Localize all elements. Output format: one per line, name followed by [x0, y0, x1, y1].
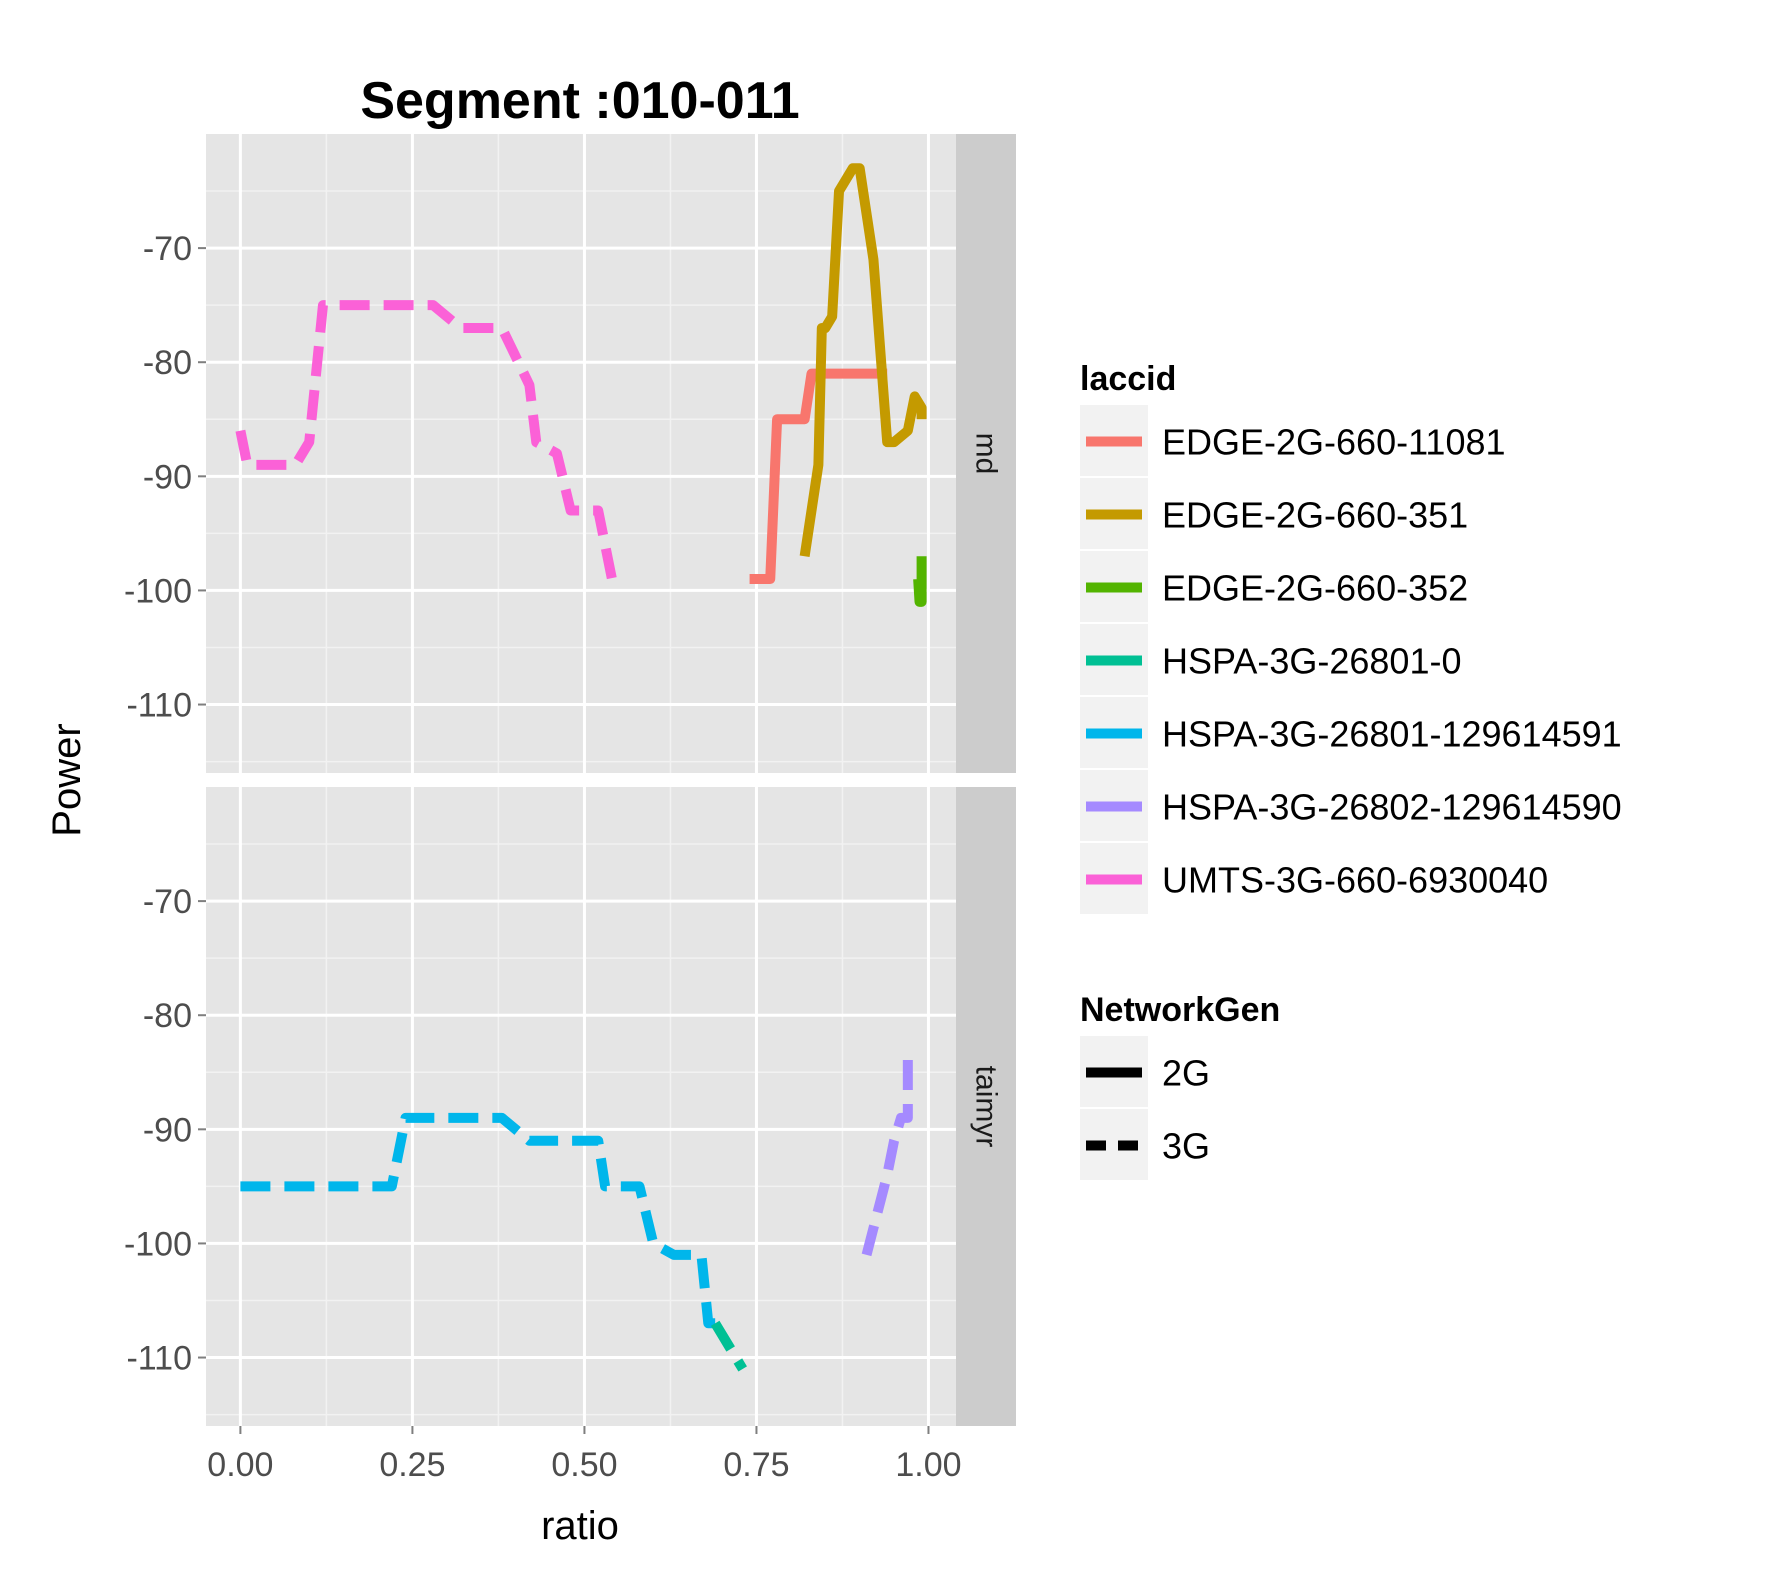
legend-title-laccid: laccid: [1080, 360, 1176, 398]
x-tick-label: 0.00: [207, 1446, 273, 1484]
panel-background: [206, 134, 956, 773]
facet-label-taimyr: taimyr: [970, 1066, 1003, 1148]
y-tick-label: -90: [143, 1111, 192, 1149]
y-axis-title: Power: [45, 723, 89, 836]
facet-label-md: md: [970, 433, 1003, 475]
legend-label-3g: 3G: [1162, 1126, 1210, 1167]
legend-label-edge-2g-660-351: EDGE-2G-660-351: [1162, 495, 1468, 536]
chart-title: Segment :010-011: [360, 72, 799, 130]
legend-label-2g: 2G: [1162, 1053, 1210, 1094]
legend: laccid EDGE-2G-660-11081 EDGE-2G-660-351 ED…: [1080, 360, 1622, 1180]
y-tick-label: -70: [143, 230, 192, 268]
legend-label-edge-2g-660-11081: EDGE-2G-660-11081: [1162, 422, 1506, 463]
y-tick-label: -80: [143, 997, 192, 1035]
y-tick-label: -90: [143, 458, 192, 496]
series-line-edge-2g-660-351: [799, 163, 927, 557]
x-tick-label: 0.25: [379, 1446, 445, 1484]
legend-label-edge-2g-660-352: EDGE-2G-660-352: [1162, 568, 1468, 609]
legend-label-hspa-3g-26801-129614591: HSPA-3G-26801-129614591: [1162, 714, 1622, 755]
x-tick-label: 0.75: [723, 1446, 789, 1484]
plot-panels: md taimyr: [206, 134, 1016, 1426]
series-line-hspa-3g-26802-129614590: [861, 1049, 913, 1257]
panel-md: md: [206, 134, 1016, 773]
x-tick-label: 0.50: [551, 1446, 617, 1484]
y-tick-label: -100: [124, 572, 192, 610]
x-tick-label: 1.00: [895, 1446, 961, 1484]
series-line-hspa-3g-26801-0: [710, 1320, 747, 1372]
facet-strip: [956, 134, 1016, 773]
y-tick-label: -110: [126, 687, 192, 725]
legend-label-hspa-3g-26802-129614590: HSPA-3G-26802-129614590: [1162, 787, 1622, 828]
y-tick-label: -100: [124, 1225, 192, 1263]
panel-taimyr: taimyr: [206, 787, 1016, 1426]
facet-strip: [956, 787, 1016, 1426]
panel-background: [206, 787, 956, 1426]
axes: -70 -80 -90 -100 -110 -70 -80 -90 -100 -110 0.00 0.…: [124, 230, 962, 1484]
legend-title-networkgen: NetworkGen: [1080, 991, 1280, 1029]
legend-label-hspa-3g-26801-0: HSPA-3G-26801-0: [1162, 641, 1461, 682]
x-axis-title: ratio: [541, 1504, 619, 1548]
series-line-edge-2g-660-352: [913, 556, 927, 607]
y-tick-label: -70: [143, 883, 192, 921]
series-line-hspa-3g-26801-129614591: [240, 1112, 716, 1329]
series-line-edge-2g-660-11081: [749, 368, 888, 585]
y-tick-label: -80: [143, 344, 192, 382]
series-line-umts-3g-660-6930040: [235, 300, 619, 585]
legend-label-umts-3g-660-6930040: UMTS-3G-660-6930040: [1162, 860, 1548, 901]
y-tick-label: -110: [126, 1340, 192, 1378]
